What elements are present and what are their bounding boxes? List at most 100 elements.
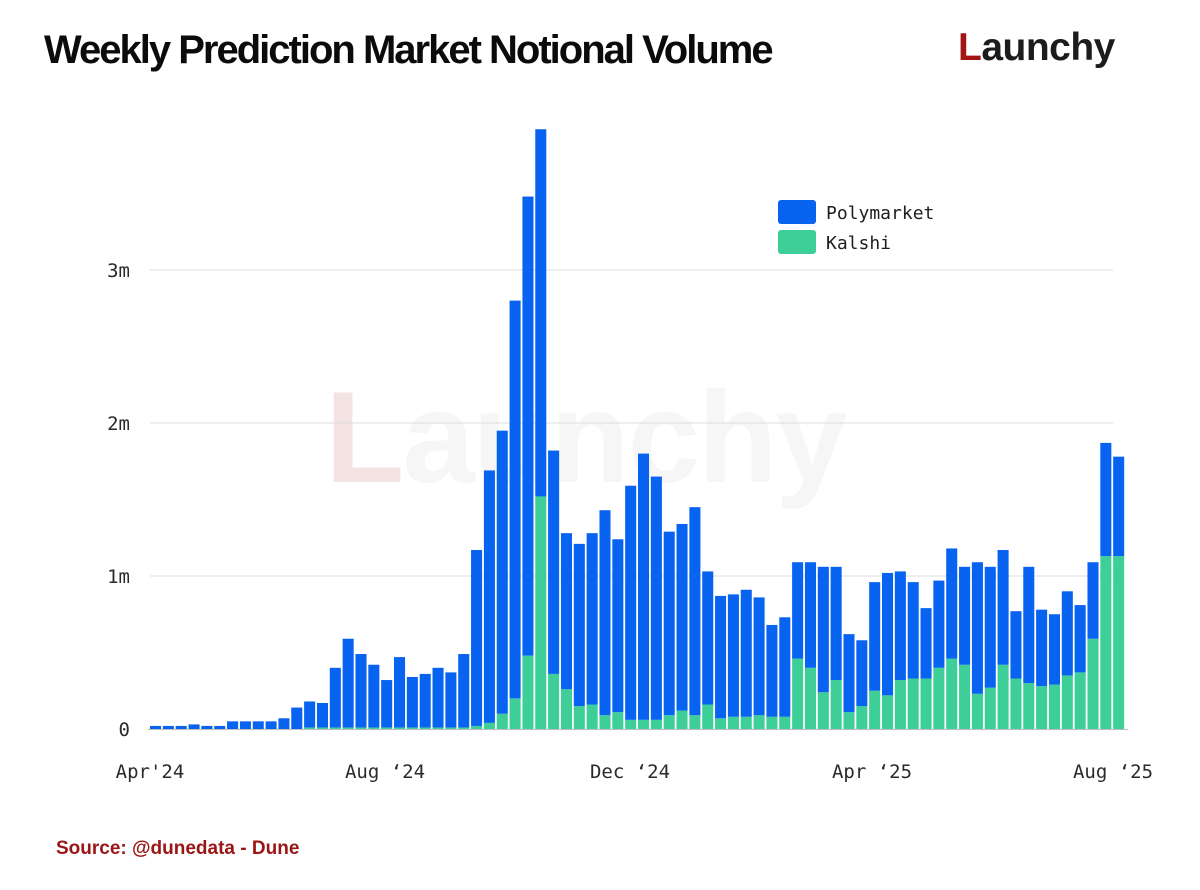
bar-polymarket xyxy=(804,562,816,668)
bar-polymarket xyxy=(355,654,367,728)
page-title: Weekly Prediction Market Notional Volume xyxy=(44,28,774,72)
bar-kalshi xyxy=(663,715,675,729)
bar-kalshi xyxy=(573,706,585,729)
bar-polymarket xyxy=(586,533,598,705)
y-tick-label: 2m xyxy=(107,413,130,435)
bar-polymarket xyxy=(535,129,547,497)
bar-polymarket xyxy=(727,594,739,717)
bar-polymarket xyxy=(869,582,881,691)
bar-polymarket xyxy=(779,617,791,717)
bar-polymarket xyxy=(509,300,521,699)
bar-polymarket xyxy=(625,485,637,720)
bar-kalshi xyxy=(830,680,842,729)
bar-polymarket xyxy=(1100,442,1112,557)
bar-polymarket xyxy=(278,718,290,729)
x-tick-label: Dec ‘24 xyxy=(590,761,670,783)
bar-kalshi xyxy=(1061,675,1073,729)
bar-polymarket xyxy=(329,667,341,728)
bar-kalshi xyxy=(381,727,393,729)
y-axis-ticks: 0 1m 2m 3m xyxy=(107,260,130,741)
bar-polymarket xyxy=(1048,614,1060,685)
bar-polymarket xyxy=(419,673,431,728)
bar-polymarket xyxy=(715,595,727,719)
bar-polymarket xyxy=(239,721,251,729)
bar-kalshi xyxy=(1074,672,1086,729)
bar-kalshi xyxy=(586,704,598,729)
bar-kalshi xyxy=(548,673,560,729)
bar-kalshi xyxy=(997,664,1009,729)
bar-kalshi xyxy=(792,658,804,729)
bar-polymarket xyxy=(1061,591,1073,676)
y-tick-label: 3m xyxy=(107,260,130,282)
x-tick-label: Aug ‘24 xyxy=(345,761,425,783)
bar-polymarket xyxy=(1010,611,1022,679)
bar-polymarket xyxy=(496,430,508,714)
bar-kalshi xyxy=(625,719,637,729)
bar-kalshi xyxy=(445,727,457,729)
bar-polymarket xyxy=(394,657,406,728)
legend-label-polymarket: Polymarket xyxy=(826,203,934,224)
bar-polymarket xyxy=(265,721,277,729)
bar-polymarket xyxy=(150,725,162,729)
bar-polymarket xyxy=(971,562,983,694)
bar-kalshi xyxy=(650,719,662,729)
bar-kalshi xyxy=(779,716,791,729)
bar-polymarket xyxy=(882,572,894,696)
bar-polymarket xyxy=(175,725,187,729)
bar-polymarket xyxy=(984,566,996,688)
bar-polymarket xyxy=(933,580,945,668)
bar-kalshi xyxy=(984,687,996,729)
bar-polymarket xyxy=(458,654,470,728)
bar-polymarket xyxy=(663,531,675,716)
bar-kalshi xyxy=(471,725,483,729)
bar-polymarket xyxy=(650,476,662,720)
bar-kalshi xyxy=(715,718,727,729)
bar-kalshi xyxy=(869,690,881,729)
bar-kalshi xyxy=(329,727,341,729)
bar-kalshi xyxy=(560,689,572,729)
bar-kalshi xyxy=(496,713,508,729)
bar-polymarket xyxy=(548,450,560,674)
bar-kalshi xyxy=(920,678,932,729)
bar-kalshi xyxy=(1036,686,1048,729)
bar-kalshi xyxy=(612,712,624,729)
bar-kalshi xyxy=(368,727,380,729)
legend-swatch-kalshi xyxy=(778,230,816,254)
bar-polymarket xyxy=(753,597,765,716)
bar-polymarket xyxy=(560,533,572,690)
bar-kalshi xyxy=(933,667,945,729)
bar-polymarket xyxy=(304,701,316,728)
bar-kalshi xyxy=(483,722,495,729)
bar-polymarket xyxy=(702,571,714,705)
bar-polymarket xyxy=(188,724,200,729)
bar-polymarket xyxy=(920,608,932,679)
bar-polymarket xyxy=(1023,566,1035,684)
bar-kalshi xyxy=(804,667,816,729)
x-tick-label: Apr'24 xyxy=(116,761,185,783)
bar-polymarket xyxy=(227,721,239,729)
bar-kalshi xyxy=(702,704,714,729)
bar-polymarket xyxy=(342,638,354,728)
bar-polymarket xyxy=(792,562,804,659)
source-note: Source: @dunedata - Dune xyxy=(56,838,300,859)
bar-kalshi xyxy=(843,712,855,729)
bar-polymarket xyxy=(432,667,444,728)
bar-polymarket xyxy=(1113,456,1125,557)
bar-kalshi xyxy=(419,727,431,729)
bar-polymarket xyxy=(162,725,174,729)
bar-kalshi xyxy=(509,698,521,729)
bar-kalshi xyxy=(740,716,752,729)
bar-kalshi xyxy=(907,678,919,729)
bar-polymarket xyxy=(946,548,958,659)
bar-kalshi xyxy=(1048,684,1060,729)
bar-kalshi xyxy=(676,710,688,729)
bar-kalshi xyxy=(856,706,868,729)
bar-polymarket xyxy=(316,702,328,728)
bar-kalshi xyxy=(766,716,778,729)
bar-polymarket xyxy=(599,510,611,716)
y-tick-label: 0 xyxy=(119,719,130,741)
bar-kalshi xyxy=(638,719,650,729)
bar-kalshi xyxy=(316,727,328,729)
bar-polymarket xyxy=(522,196,534,656)
bar-polymarket xyxy=(483,470,495,723)
